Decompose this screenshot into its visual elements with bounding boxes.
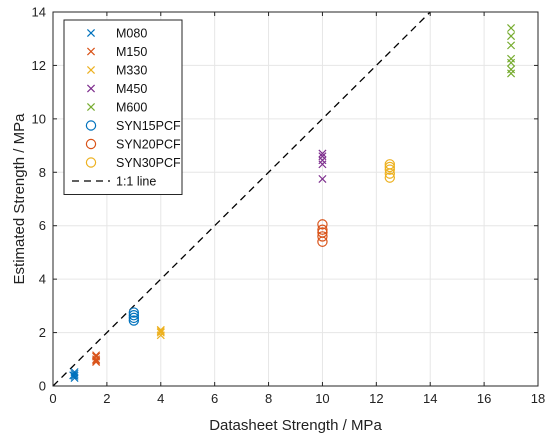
data-point <box>128 310 140 321</box>
legend-item: M600 <box>86 101 147 115</box>
legend-label: SYN15PCF <box>116 119 181 133</box>
data-point <box>507 65 516 74</box>
x-tick-label: 16 <box>477 391 491 406</box>
legend-item: M450 <box>86 82 147 96</box>
data-point <box>92 356 101 365</box>
legend: M080 M150 M330 M450 M600 SYN15PCF SYN20PCF SYN3… <box>63 19 183 195</box>
data-point <box>507 41 516 50</box>
x-axis-label: Datasheet Strength / MPa <box>209 417 382 434</box>
legend-label: M450 <box>116 82 147 96</box>
data-point <box>507 54 516 63</box>
legend-marker <box>86 102 96 112</box>
data-point <box>69 371 78 380</box>
y-tick-label: 6 <box>39 218 46 233</box>
legend-marker <box>86 28 96 38</box>
data-point <box>317 224 328 235</box>
legend-label: SYN20PCF <box>116 138 181 152</box>
series-m150 <box>92 351 101 366</box>
data-point <box>317 219 328 230</box>
axis-ticks: 0 2 4 6 8 10 12 14 16 18 0 2 4 6 8 10 12 14 <box>32 5 546 407</box>
legend-label: M330 <box>116 64 147 78</box>
legend-label: M150 <box>116 45 147 59</box>
y-tick-label: 4 <box>39 272 46 287</box>
data-point <box>318 174 327 183</box>
data-point <box>128 312 140 324</box>
data-point <box>156 327 165 336</box>
x-tick-label: 6 <box>211 391 218 406</box>
reference-line <box>52 11 431 387</box>
data-point <box>156 325 165 334</box>
legend-item: SYN30PCF <box>85 156 181 170</box>
y-tick-label: 14 <box>32 5 46 20</box>
legend-label: 1:1 line <box>116 175 156 189</box>
legend-label: M080 <box>116 27 147 41</box>
data-point <box>156 328 165 337</box>
data-point <box>128 307 140 318</box>
legend-item: M150 <box>86 45 147 59</box>
x-tick-label: 12 <box>369 391 383 406</box>
y-tick-label: 8 <box>39 165 46 180</box>
y-axis-label: Estimated Strength / MPa <box>11 113 28 285</box>
y-tick-label: 0 <box>39 379 46 394</box>
data-point <box>128 315 140 326</box>
series-m330 <box>156 325 165 340</box>
series-syn30pcf <box>384 159 396 183</box>
legend-marker <box>85 157 97 168</box>
x-tick-label: 2 <box>103 391 110 406</box>
legend-marker <box>86 84 96 93</box>
data-point <box>384 164 396 175</box>
data-point <box>384 159 396 170</box>
y-tick-label: 10 <box>32 111 46 126</box>
x-tick-label: 0 <box>49 391 56 406</box>
legend-marker <box>86 65 96 75</box>
legend-item: M080 <box>86 27 147 41</box>
series-syn20pcf <box>317 219 328 247</box>
data-point <box>318 149 327 158</box>
x-tick-label: 10 <box>315 391 329 406</box>
x-tick-label: 14 <box>423 391 437 406</box>
series-syn15pcf <box>128 307 140 326</box>
x-tick-label: 4 <box>157 391 164 406</box>
y-tick-label: 12 <box>32 58 46 73</box>
legend-marker <box>85 120 97 131</box>
legend-marker <box>85 138 97 150</box>
data-point <box>318 152 327 161</box>
data-point <box>507 32 516 41</box>
y-tick-label: 2 <box>39 325 46 340</box>
data-point <box>317 227 328 238</box>
series-m450 <box>318 149 327 183</box>
legend-item: SYN15PCF <box>85 119 181 133</box>
legend-marker <box>86 47 96 56</box>
legend-item: SYN20PCF <box>85 138 181 152</box>
plot-frame <box>52 11 539 387</box>
data-point <box>507 24 516 33</box>
data-point <box>317 231 328 242</box>
x-tick-label: 8 <box>265 391 272 406</box>
series-m080 <box>69 368 79 383</box>
legend-item: M330 <box>86 64 147 78</box>
legend-label: SYN30PCF <box>116 156 181 170</box>
data-points <box>69 24 516 383</box>
legend-item: 1:1 line <box>72 175 156 189</box>
legend-box <box>63 19 183 195</box>
x-tick-label: 18 <box>531 391 545 406</box>
data-point <box>384 161 396 173</box>
data-point <box>384 172 396 183</box>
series-m600 <box>507 24 516 78</box>
legend-label: M600 <box>116 101 147 115</box>
one-to-one-line <box>52 11 431 387</box>
